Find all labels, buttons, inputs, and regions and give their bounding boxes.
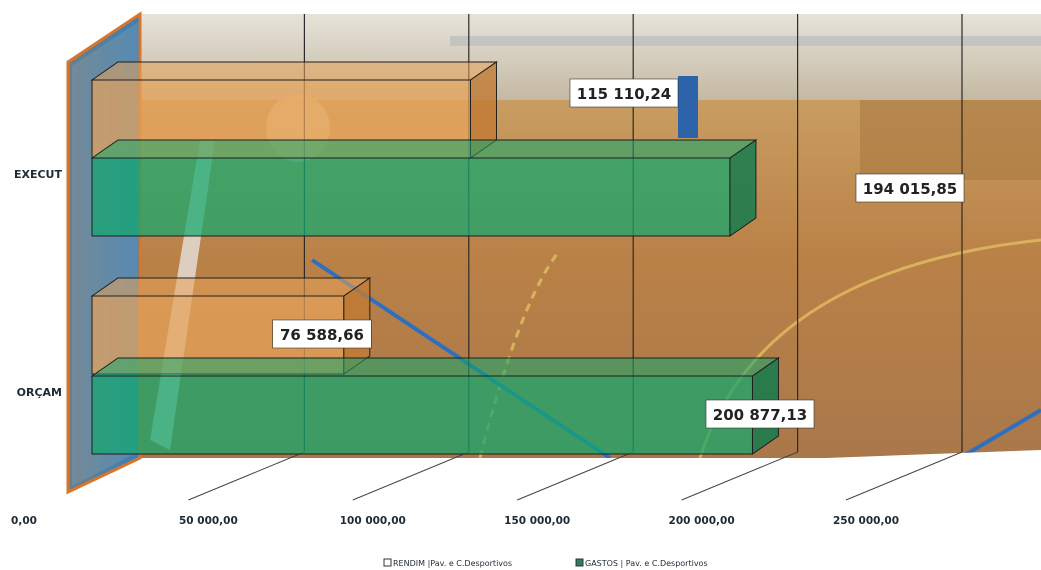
bar-top [90, 277, 372, 297]
x-tick-labels: 0,00 50 000,00 100 000,00 150 000,00 200 000… [11, 515, 899, 527]
data-label-box [569, 78, 679, 108]
data-labels: 115 110,24 194 015,85 76 588,66 200 877,13 [272, 78, 965, 429]
category-labels: EXECUT ORÇAM [14, 168, 63, 399]
category-label: EXECUT [14, 168, 63, 181]
legend-label-rendim: RENDIM |Pav. e C.Desportivos [393, 559, 512, 568]
x-tick-label: 0,00 [11, 515, 37, 527]
bar-top [90, 61, 499, 81]
data-label: 115 110,24 [569, 78, 679, 108]
data-label-text: 194 015,85 [863, 180, 957, 198]
bars [90, 61, 781, 455]
data-label-box [272, 319, 372, 349]
legend: RENDIM |Pav. e C.Desportivos GASTOS | Pa… [383, 558, 708, 568]
bar-top [90, 139, 758, 159]
x-tick-label: 150 000,00 [504, 515, 570, 527]
bar-front [91, 157, 731, 237]
data-label-box [855, 173, 965, 203]
x-tick-label: 250 000,00 [833, 515, 899, 527]
bar [90, 139, 758, 237]
floor-line [188, 451, 305, 501]
floor-line [845, 451, 963, 501]
legend-swatch-gastos [575, 558, 584, 567]
floor-line [517, 451, 634, 501]
legend-swatch-rendim [383, 558, 392, 567]
data-label: 76 588,66 [272, 319, 372, 349]
x-tick-label: 200 000,00 [669, 515, 735, 527]
bar-front [91, 375, 753, 455]
data-label-box [705, 399, 815, 429]
bar-side [729, 139, 757, 237]
floor-line [352, 451, 469, 501]
category-label: ORÇAM [17, 386, 62, 399]
data-label-text: 76 588,66 [280, 326, 364, 344]
data-label: 194 015,85 [855, 173, 965, 203]
x-tick-label: 100 000,00 [340, 515, 406, 527]
x-tick-label: 50 000,00 [179, 515, 238, 527]
floor-line [681, 451, 798, 501]
data-label-text: 200 877,13 [713, 406, 807, 424]
data-label: 200 877,13 [705, 399, 815, 429]
data-label-text: 115 110,24 [577, 85, 671, 103]
bar-top [90, 357, 781, 377]
bar [90, 357, 781, 455]
legend-label-gastos: GASTOS | Pav. e C.Desportivos [585, 559, 708, 568]
